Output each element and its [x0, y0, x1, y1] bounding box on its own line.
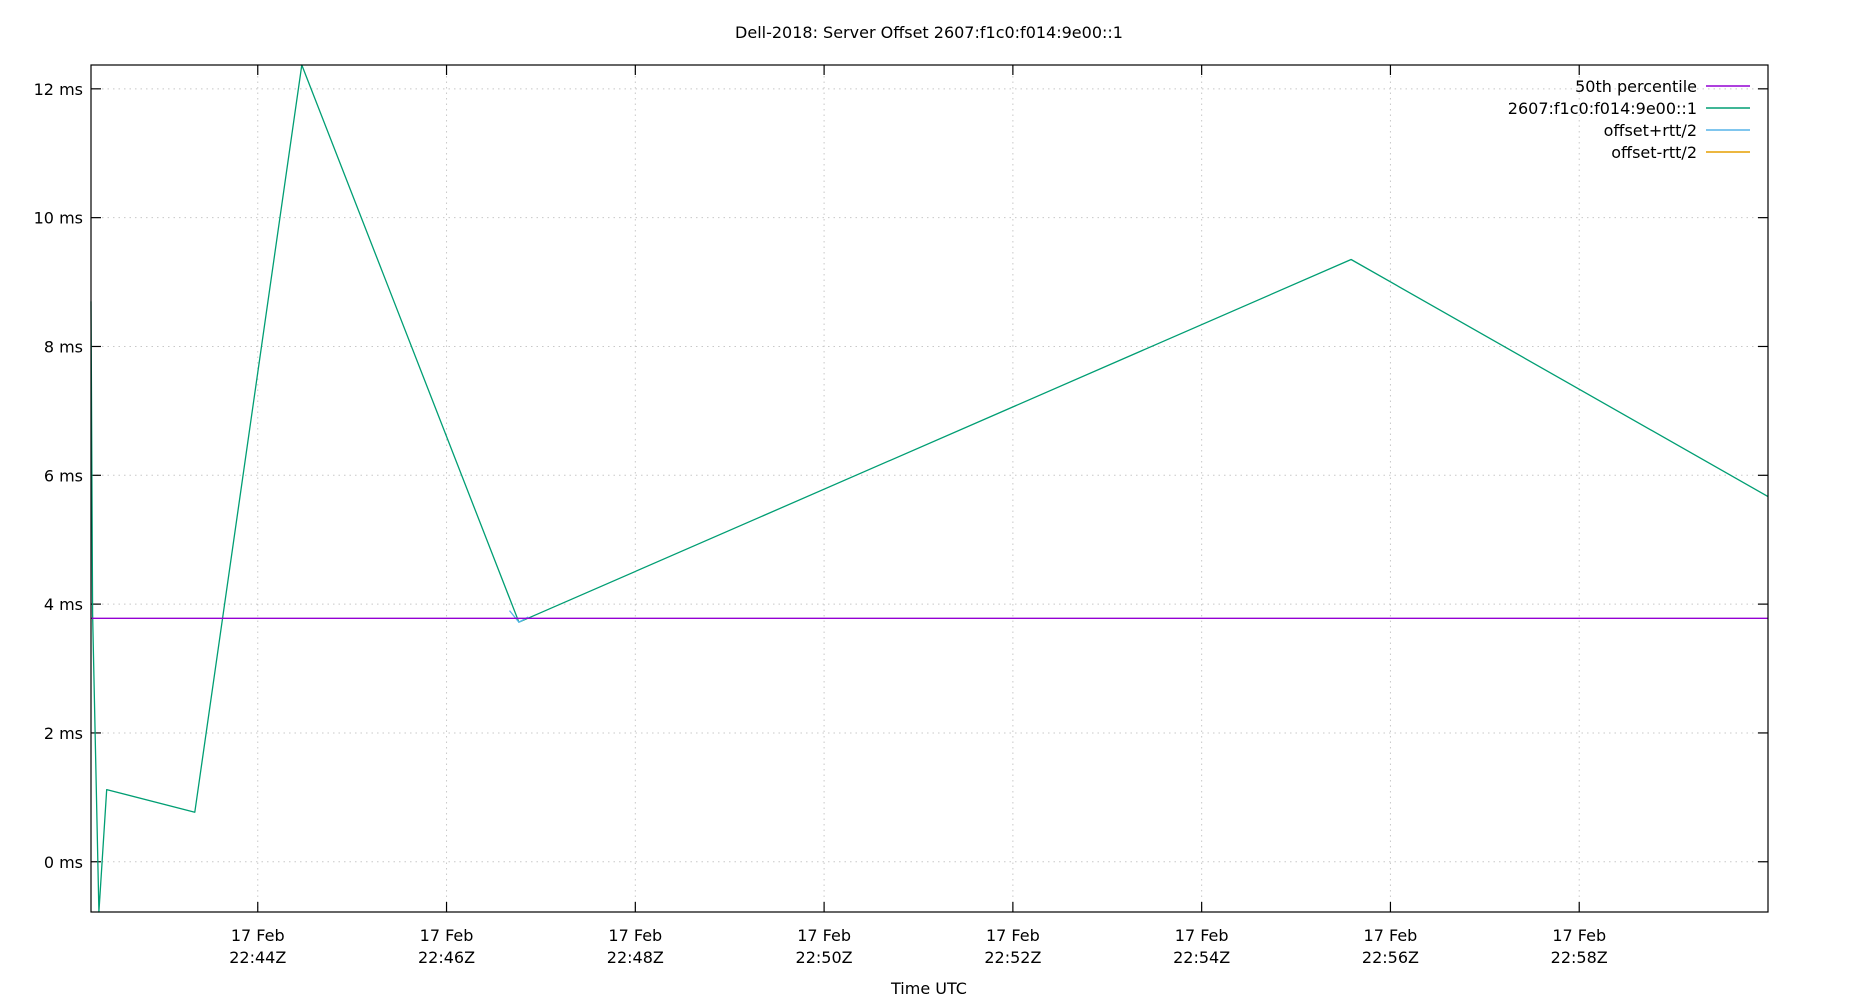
x-tick-label-date: 17 Feb — [231, 926, 285, 945]
plot-frame — [90, 64, 1769, 913]
legend-label: offset+rtt/2 — [1604, 121, 1697, 140]
x-tick-label-date: 17 Feb — [420, 926, 474, 945]
x-tick-label-date: 17 Feb — [608, 926, 662, 945]
y-tick-label: 10 ms — [34, 209, 83, 228]
y-axis: 0 ms 2 ms 4 ms 6 ms 8 ms 10 ms 12 ms — [34, 80, 1768, 872]
y-tick-label: 8 ms — [44, 337, 83, 356]
grid — [91, 65, 1768, 912]
x-tick-label-time: 22:44Z — [229, 948, 286, 967]
x-tick-label-date: 17 Feb — [986, 926, 1040, 945]
legend-label: offset-rtt/2 — [1611, 143, 1697, 162]
y-tick-label: 4 ms — [44, 595, 83, 614]
x-tick-label-time: 22:58Z — [1551, 948, 1608, 967]
series-lines — [90, 64, 1769, 913]
y-tick-label: 0 ms — [44, 853, 83, 872]
y-tick-label: 12 ms — [34, 80, 83, 99]
x-tick-label-time: 22:50Z — [796, 948, 853, 967]
series-line — [90, 64, 1769, 913]
x-tick-label-time: 22:52Z — [984, 948, 1041, 967]
x-tick-label-date: 17 Feb — [1552, 926, 1606, 945]
x-axis: 17 Feb 22:44Z 17 Feb 22:46Z 17 Feb 22:48Z 17 F… — [229, 65, 1608, 967]
x-axis-label: Time UTC — [890, 979, 967, 998]
x-tick-label-time: 22:56Z — [1362, 948, 1419, 967]
x-tick-label-date: 17 Feb — [1364, 926, 1418, 945]
x-tick-label-time: 22:46Z — [418, 948, 475, 967]
x-tick-label-time: 22:54Z — [1173, 948, 1230, 967]
legend-label: 2607:f1c0:f014:9e00::1 — [1508, 99, 1697, 118]
y-tick-label: 2 ms — [44, 724, 83, 743]
x-tick-label-date: 17 Feb — [797, 926, 851, 945]
y-tick-label: 6 ms — [44, 466, 83, 485]
chart-title: Dell-2018: Server Offset 2607:f1c0:f014:… — [735, 23, 1123, 42]
x-tick-label-date: 17 Feb — [1175, 926, 1229, 945]
legend-label: 50th percentile — [1575, 77, 1697, 96]
legend: 50th percentile2607:f1c0:f014:9e00::1off… — [1508, 77, 1750, 162]
x-tick-label-time: 22:48Z — [607, 948, 664, 967]
